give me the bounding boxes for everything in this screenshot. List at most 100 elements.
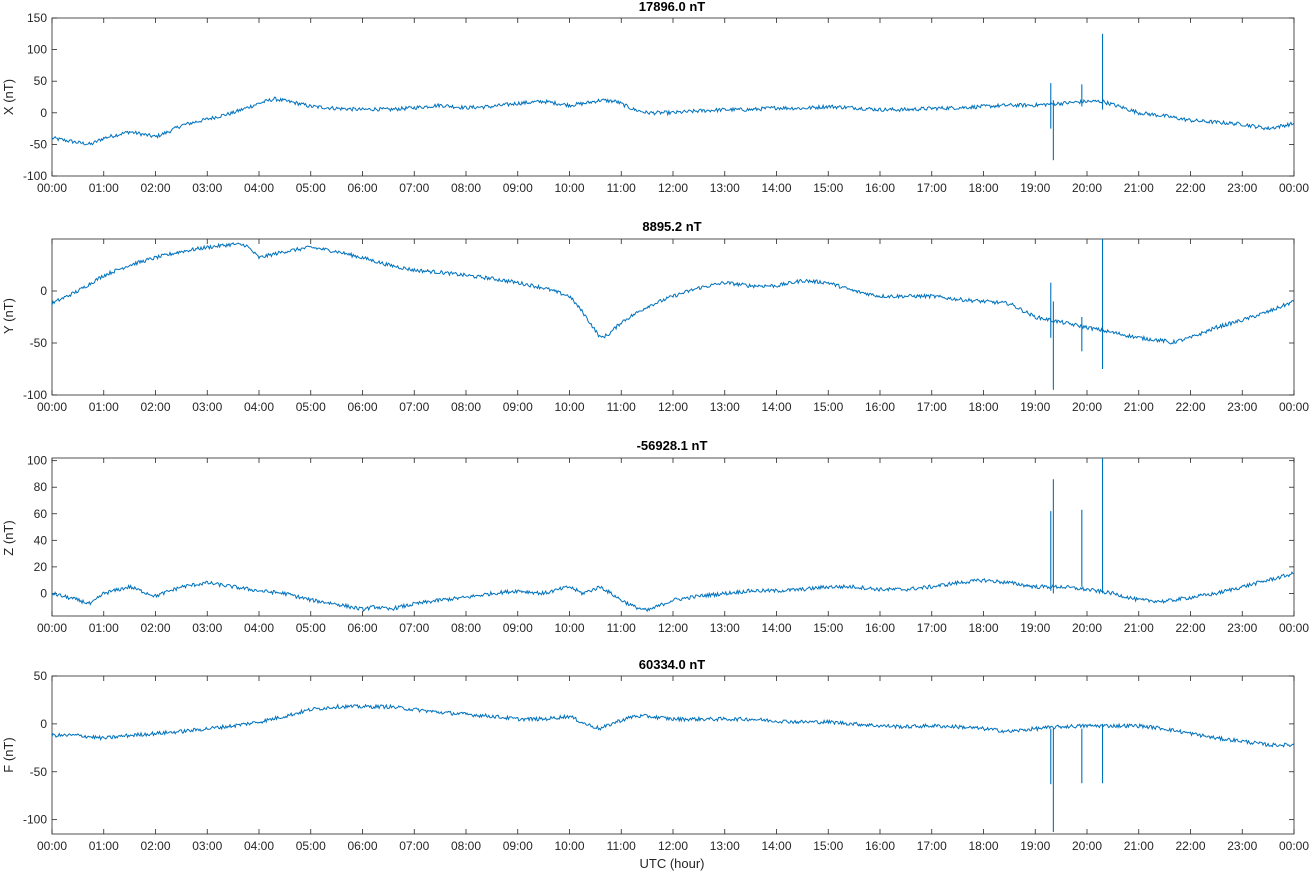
panel-z-xtick-label: 01:00 [89, 621, 119, 635]
panel-f-xtick-label: 19:00 [1020, 839, 1050, 853]
panel-f-xtick-label: 13:00 [710, 839, 740, 853]
panel-f-plot: 00:00 01:00 02:00 03:00 04:00 05:00 06:00 07:00… [23, 669, 1309, 853]
panel-y-xtick-label: 10:00 [554, 400, 584, 414]
panel-y-xtick-label: 08:00 [451, 400, 481, 414]
panel-z: -56928.1 nT Z (nT) 00:00 01:00 02:00 03:00 0… [1, 438, 1309, 635]
panel-y-xtick-label: 13:00 [710, 400, 740, 414]
panel-z-title: -56928.1 nT [637, 438, 708, 453]
panel-f-xtick-label: 14:00 [761, 839, 791, 853]
panel-f-ytick-label: -50 [30, 765, 48, 779]
panel-x-xtick-label: 03:00 [192, 181, 222, 195]
panel-y-xtick-label: 04:00 [244, 400, 274, 414]
panel-f-xtick-label: 21:00 [1124, 839, 1154, 853]
panel-y-xtick-label: 01:00 [89, 400, 119, 414]
panel-x-xtick-label: 15:00 [813, 181, 843, 195]
panel-y-xtick-label: 14:00 [761, 400, 791, 414]
panel-y: 8895.2 nT Y (nT) 00:00 01:00 02:00 03:00 04:… [1, 219, 1309, 414]
panel-f-xtick-label: 10:00 [554, 839, 584, 853]
panel-f: 60334.0 nT F (nT) 00:00 01:00 02:00 03:00 04… [1, 657, 1309, 853]
panel-x-xtick-label: 17:00 [917, 181, 947, 195]
panel-x-xtick-label: 10:00 [554, 181, 584, 195]
panel-z-xtick-label: 13:00 [710, 621, 740, 635]
panel-y-xtick-label: 07:00 [399, 400, 429, 414]
panel-x-xtick-label: 12:00 [658, 181, 688, 195]
panel-f-xtick-label: 07:00 [399, 839, 429, 853]
panel-f-xtick-label: 00:00 [1279, 839, 1309, 853]
panel-x-xtick-label: 05:00 [296, 181, 326, 195]
panel-f-xtick-label: 12:00 [658, 839, 688, 853]
panel-y-xtick-label: 20:00 [1072, 400, 1102, 414]
panel-y-xtick-label: 21:00 [1124, 400, 1154, 414]
panel-z-xtick-label: 12:00 [658, 621, 688, 635]
panel-z-xtick-label: 18:00 [968, 621, 998, 635]
panel-f-ytick-label: -100 [23, 813, 47, 827]
panel-x-xtick-label: 00:00 [37, 181, 67, 195]
panel-y-series-line [52, 242, 1294, 345]
panel-f-xtick-label: 17:00 [917, 839, 947, 853]
panel-z-xtick-label: 23:00 [1227, 621, 1257, 635]
panel-x-ytick-label: 0 [40, 106, 47, 120]
x-axis-label: UTC (hour) [639, 856, 704, 871]
panel-x-xtick-label: 06:00 [347, 181, 377, 195]
panel-f-xtick-label: 08:00 [451, 839, 481, 853]
panel-f-xtick-label: 05:00 [296, 839, 326, 853]
panel-f-xtick-label: 00:00 [37, 839, 67, 853]
panel-x-ytick-label: 100 [27, 43, 47, 57]
panel-y-xtick-label: 03:00 [192, 400, 222, 414]
panel-z-xtick-label: 03:00 [192, 621, 222, 635]
panel-y-ytick-label: 0 [40, 284, 47, 298]
panel-y-xtick-label: 18:00 [968, 400, 998, 414]
panel-z-xtick-label: 22:00 [1175, 621, 1205, 635]
panel-f-ytick-label: 0 [40, 717, 47, 731]
panel-x-ylabel: X (nT) [1, 79, 16, 115]
panel-y-ytick-label: -50 [30, 336, 48, 350]
panel-f-xtick-label: 04:00 [244, 839, 274, 853]
panel-f-title: 60334.0 nT [639, 657, 706, 672]
panel-x-ytick-label: -100 [23, 169, 47, 183]
panel-z-xtick-label: 21:00 [1124, 621, 1154, 635]
panel-y-xtick-label: 11:00 [607, 400, 636, 414]
panel-y-xtick-label: 12:00 [658, 400, 688, 414]
panel-f-xtick-label: 18:00 [968, 839, 998, 853]
panel-z-plot: 00:00 01:00 02:00 03:00 04:00 05:00 06:00 07:00… [27, 454, 1309, 635]
panel-z-ylabel: Z (nT) [1, 520, 16, 555]
panel-x-xtick-label: 11:00 [607, 181, 636, 195]
panel-x-plot: 00:00 01:00 02:00 03:00 04:00 05:00 06:00 07:00… [23, 11, 1309, 195]
panel-z-xtick-label: 08:00 [451, 621, 481, 635]
panel-x-xtick-label: 23:00 [1227, 181, 1257, 195]
panel-x-xtick-label: 01:00 [89, 181, 119, 195]
panel-y-xtick-label: 23:00 [1227, 400, 1257, 414]
panel-x-xtick-label: 08:00 [451, 181, 481, 195]
panel-f-xtick-label: 16:00 [865, 839, 895, 853]
panel-z-ytick-label: 0 [40, 586, 47, 600]
panel-x-title: 17896.0 nT [639, 0, 706, 14]
panel-x-xtick-label: 04:00 [244, 181, 274, 195]
panel-f-xtick-label: 09:00 [503, 839, 533, 853]
panel-y-xtick-label: 22:00 [1175, 400, 1205, 414]
panel-y-xtick-label: 16:00 [865, 400, 895, 414]
panel-z-xtick-label: 19:00 [1020, 621, 1050, 635]
panel-z-xtick-label: 06:00 [347, 621, 377, 635]
panel-z-xtick-label: 16:00 [865, 621, 895, 635]
panel-x: 17896.0 nT X (nT) 00:00 01:00 02:00 03:00 04… [1, 0, 1309, 195]
panel-z-xtick-label: 17:00 [917, 621, 947, 635]
panel-x-xtick-label: 00:00 [1279, 181, 1309, 195]
panel-f-xtick-label: 15:00 [813, 839, 843, 853]
panel-y-xtick-label: 02:00 [140, 400, 170, 414]
panel-x-xtick-label: 18:00 [968, 181, 998, 195]
panel-f-series-line [52, 703, 1294, 748]
panel-z-xtick-label: 00:00 [1279, 621, 1309, 635]
panel-z-xtick-label: 09:00 [503, 621, 533, 635]
panel-x-xtick-label: 02:00 [140, 181, 170, 195]
panel-z-xtick-label: 11:00 [607, 621, 636, 635]
panel-f-xtick-label: 22:00 [1175, 839, 1205, 853]
panel-z-xtick-label: 00:00 [37, 621, 67, 635]
panel-x-ytick-label: 50 [34, 74, 48, 88]
panel-x-xtick-label: 09:00 [503, 181, 533, 195]
panel-x-xtick-label: 20:00 [1072, 181, 1102, 195]
panel-y-xtick-label: 15:00 [813, 400, 843, 414]
panel-y-ytick-label: -100 [23, 388, 47, 402]
panel-z-ytick-label: 40 [34, 533, 48, 547]
